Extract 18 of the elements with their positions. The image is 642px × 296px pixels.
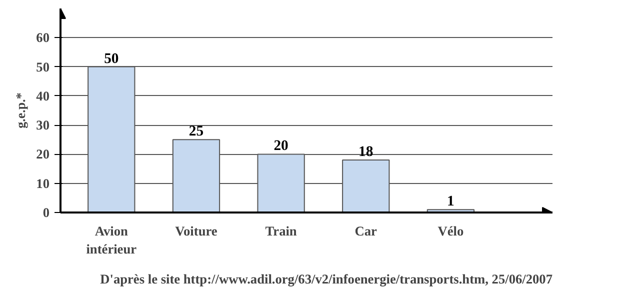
y-axis-title: g.e.p.* bbox=[13, 92, 28, 128]
y-tick-label: 30 bbox=[36, 118, 50, 133]
x-tick-label: Avion intérieur bbox=[86, 224, 137, 256]
data-label: 25 bbox=[188, 124, 204, 140]
data-label: 20 bbox=[274, 138, 288, 154]
x-tick-label: Voiture bbox=[175, 224, 218, 238]
y-tick-label: 60 bbox=[36, 30, 50, 46]
y-tick-label: 40 bbox=[36, 88, 50, 104]
x-tick-label: Train bbox=[265, 224, 298, 238]
data-label: 1 bbox=[447, 194, 454, 210]
y-tick-label: 50 bbox=[36, 59, 50, 74]
text: D'après le site http://www.adil.org/63/v2/infoenergie/transports.htm, 25/06/2007 bbox=[100, 272, 553, 286]
x-tick-label: Vélo bbox=[438, 224, 464, 238]
y-tick-label: 10 bbox=[36, 176, 50, 191]
x-tick-label: Car bbox=[354, 224, 378, 238]
y-tick-label: 0 bbox=[42, 205, 50, 220]
data-label: 50 bbox=[104, 50, 119, 67]
y-tick-label: 20 bbox=[36, 146, 50, 162]
